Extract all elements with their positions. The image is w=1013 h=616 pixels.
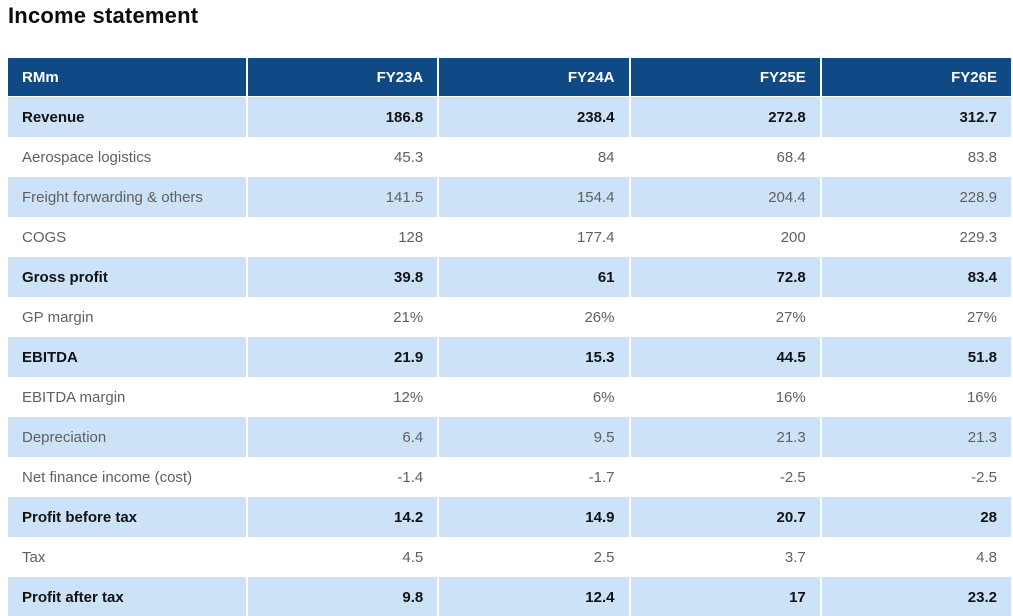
row-value-cell: 21%: [246, 297, 437, 337]
table-row: COGS 128 177.4 200 229.3: [8, 217, 1011, 257]
table-header-row: RMm FY23A FY24A FY25E FY26E: [8, 58, 1011, 97]
row-value-cell: 21.9: [246, 337, 437, 377]
row-value-cell: 14.9: [437, 497, 628, 537]
row-value-cell: 26%: [437, 297, 628, 337]
table-row: EBITDA margin 12% 6% 16% 16%: [8, 377, 1011, 417]
header-unit-cell: RMm: [22, 68, 59, 86]
table-row: GP margin 21% 26% 27% 27%: [8, 297, 1011, 337]
table-row: Tax 4.5 2.5 3.7 4.8: [8, 537, 1011, 577]
row-value-cell: 3.7: [628, 537, 820, 577]
row-value-cell: 84: [437, 137, 628, 177]
row-value-cell: 312.7: [819, 97, 1011, 137]
row-label: Freight forwarding & others: [22, 188, 203, 206]
header-col-fy23a: FY23A: [246, 58, 437, 96]
row-value-cell: 21.3: [628, 417, 820, 457]
table-row: Gross profit 39.8 61 72.8 83.4: [8, 257, 1011, 297]
row-value-cell: -2.5: [819, 457, 1011, 497]
row-value-cell: 20.7: [628, 497, 820, 537]
row-value-cell: 2.5: [437, 537, 628, 577]
table-row: EBITDA 21.9 15.3 44.5 51.8: [8, 337, 1011, 377]
row-value-cell: 229.3: [819, 217, 1011, 257]
row-value-cell: 44.5: [628, 337, 820, 377]
row-value-cell: 9.8: [246, 577, 437, 616]
row-value-cell: 9.5: [437, 417, 628, 457]
income-statement-table: RMm FY23A FY24A FY25E FY26E Revenue 186.8…: [8, 58, 1011, 616]
row-value-cell: 83.8: [819, 137, 1011, 177]
row-value-cell: 14.2: [246, 497, 437, 537]
row-value-cell: 51.8: [819, 337, 1011, 377]
row-value-cell: 83.4: [819, 257, 1011, 297]
header-col-fy24a: FY24A: [437, 58, 628, 96]
table-row: Profit after tax 9.8 12.4 17 23.2: [8, 577, 1011, 616]
row-value-cell: 6%: [437, 377, 628, 417]
row-label: Net finance income (cost): [22, 468, 193, 486]
table-row: Net finance income (cost) -1.4 -1.7 -2.5 -2.…: [8, 457, 1011, 497]
row-value-cell: 39.8: [246, 257, 437, 297]
row-value-cell: 228.9: [819, 177, 1011, 217]
row-label: Revenue: [22, 108, 85, 126]
table-row: Revenue 186.8 238.4 272.8 312.7: [8, 97, 1011, 137]
table-row: Profit before tax 14.2 14.9 20.7 28: [8, 497, 1011, 537]
row-value-cell: 17: [628, 577, 820, 616]
row-label: Depreciation: [22, 428, 107, 446]
row-value-cell: -1.7: [437, 457, 628, 497]
row-value-cell: -2.5: [628, 457, 820, 497]
row-label: Tax: [22, 548, 46, 566]
row-label: Profit after tax: [22, 588, 124, 606]
table-row: Aerospace logistics 45.3 84 68.4 83.8: [8, 137, 1011, 177]
row-value-cell: 27%: [819, 297, 1011, 337]
row-value-cell: 204.4: [628, 177, 820, 217]
header-col-fy25e: FY25E: [628, 58, 820, 96]
table-body: Revenue 186.8 238.4 272.8 312.7 Aerospace log…: [8, 97, 1011, 616]
row-value-cell: 15.3: [437, 337, 628, 377]
table-row: Freight forwarding & others 141.5 154.4 204…: [8, 177, 1011, 217]
row-value-cell: 4.5: [246, 537, 437, 577]
row-label: Aerospace logistics: [22, 148, 152, 166]
page-title: Income statement: [8, 3, 199, 28]
row-value-cell: 272.8: [628, 97, 820, 137]
row-value-cell: 72.8: [628, 257, 820, 297]
table-row: Depreciation 6.4 9.5 21.3 21.3: [8, 417, 1011, 457]
row-value-cell: -1.4: [246, 457, 437, 497]
row-value-cell: 16%: [628, 377, 820, 417]
row-value-cell: 23.2: [819, 577, 1011, 616]
row-value-cell: 177.4: [437, 217, 628, 257]
row-label: GP margin: [22, 308, 94, 326]
row-value-cell: 238.4: [437, 97, 628, 137]
row-value-cell: 12%: [246, 377, 437, 417]
header-col-fy26e: FY26E: [819, 58, 1011, 96]
row-value-cell: 6.4: [246, 417, 437, 457]
row-value-cell: 27%: [628, 297, 820, 337]
row-value-cell: 141.5: [246, 177, 437, 217]
row-value-cell: 186.8: [246, 97, 437, 137]
row-value-cell: 61: [437, 257, 628, 297]
row-value-cell: 28: [819, 497, 1011, 537]
row-value-cell: 12.4: [437, 577, 628, 616]
row-value-cell: 128: [246, 217, 437, 257]
row-label: Profit before tax: [22, 508, 138, 526]
row-label: EBITDA: [22, 348, 78, 366]
row-value-cell: 4.8: [819, 537, 1011, 577]
row-value-cell: 200: [628, 217, 820, 257]
row-label: EBITDA margin: [22, 388, 126, 406]
row-value-cell: 45.3: [246, 137, 437, 177]
row-value-cell: 21.3: [819, 417, 1011, 457]
row-label: Gross profit: [22, 268, 108, 286]
row-value-cell: 154.4: [437, 177, 628, 217]
row-value-cell: 68.4: [628, 137, 820, 177]
row-value-cell: 16%: [819, 377, 1011, 417]
row-label: COGS: [22, 228, 67, 246]
